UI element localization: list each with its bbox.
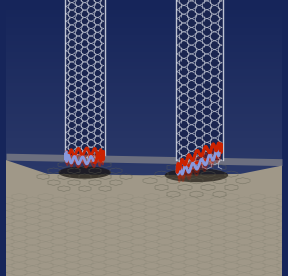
Polygon shape [176, 0, 223, 160]
Ellipse shape [58, 166, 111, 179]
Polygon shape [6, 160, 282, 276]
Ellipse shape [165, 168, 228, 182]
Polygon shape [65, 0, 105, 155]
